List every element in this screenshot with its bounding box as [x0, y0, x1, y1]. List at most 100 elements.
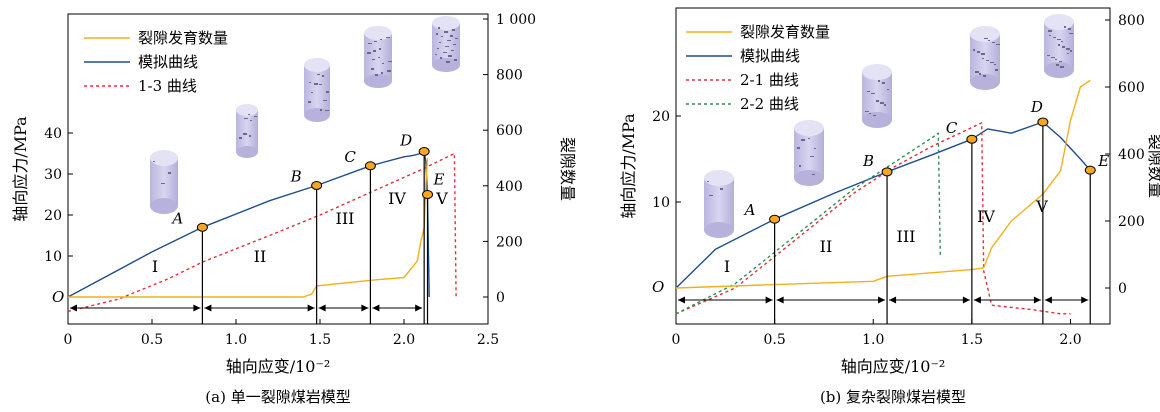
cylinder-top	[304, 58, 330, 72]
crack-speck	[375, 74, 378, 76]
crack-speck	[308, 101, 311, 103]
crack-speck	[439, 42, 441, 43]
crack-speck	[981, 53, 985, 55]
specimen-images	[150, 16, 460, 214]
specimen-cylinder-4	[970, 26, 1000, 90]
stage-label-3: III	[336, 209, 355, 228]
cylinder-top	[704, 170, 734, 186]
key-point-label-A: A	[170, 209, 183, 227]
crack-speck	[454, 59, 457, 61]
crack-speck	[380, 39, 382, 40]
specimen-cylinder-2	[236, 104, 258, 158]
series-line-exp2	[675, 132, 941, 315]
arrow-head-left	[1044, 296, 1052, 304]
crack-speck	[438, 27, 440, 29]
specimen-cylinder-5	[1044, 14, 1074, 78]
crack-speck	[975, 71, 979, 73]
series-line-exp1	[67, 152, 457, 313]
crack-speck	[437, 48, 439, 49]
stage-label-4: IV	[388, 189, 406, 208]
crack-speck	[1051, 57, 1055, 58]
arrow-head-left	[678, 296, 685, 304]
y-tick-label-right: 200	[1118, 214, 1145, 230]
specimen-cylinder-2	[794, 120, 824, 186]
cylinder-top	[150, 150, 178, 166]
arrow-head-left	[973, 296, 981, 304]
chart-series	[67, 150, 457, 313]
crack-speck	[320, 109, 322, 111]
stage-label-1: I	[724, 257, 730, 276]
crack-speck	[869, 113, 871, 114]
key-point-marker-A	[196, 222, 208, 232]
crack-speck	[161, 183, 165, 184]
key-point-marker-B	[881, 167, 893, 177]
crack-speck	[382, 63, 384, 64]
cylinder-bottom	[704, 222, 734, 238]
legend-label-sim: 模拟曲线	[740, 47, 800, 65]
arrow-head-right	[1081, 296, 1089, 304]
key-point-label-B: B	[290, 167, 302, 185]
crack-speck	[871, 93, 875, 94]
x-tick-label: 0.5	[763, 332, 785, 348]
stage-label-2: II	[820, 237, 833, 256]
x-tick-label: 0	[64, 332, 73, 348]
crack-speck	[1049, 35, 1051, 36]
crack-speck	[326, 91, 329, 93]
cylinder-top	[364, 26, 392, 40]
crack-speck	[368, 43, 372, 44]
cylinder-bottom	[1044, 62, 1074, 78]
crack-speck	[372, 59, 375, 60]
cylinder-bottom	[970, 74, 1000, 90]
x-axis-label: 轴向应变/10⁻²	[841, 357, 946, 376]
crack-speck	[322, 75, 324, 77]
key-point-label-A: A	[743, 201, 756, 219]
crack-speck	[443, 52, 447, 53]
crack-speck	[378, 57, 380, 58]
arrow-head-right	[415, 304, 423, 312]
crack-speck	[248, 114, 250, 115]
crack-speck	[1047, 55, 1050, 56]
arrow-head-right	[361, 304, 369, 312]
origin-label: O	[52, 288, 64, 306]
cylinder-top	[970, 26, 1000, 42]
crack-speck	[1068, 28, 1071, 30]
key-point-label-D: D	[399, 131, 412, 149]
key-point-marker-A	[769, 214, 781, 224]
key-point-label-E: E	[433, 171, 445, 189]
stage-label-4: IV	[977, 207, 995, 226]
key-point-marker-C	[966, 134, 978, 144]
arrow-head-left	[318, 304, 326, 312]
crack-speck	[311, 92, 313, 93]
crack-speck	[984, 38, 988, 39]
crack-speck	[887, 89, 889, 90]
cylinder-top	[1044, 14, 1074, 30]
y-axis-label-right: 裂隙数量	[558, 137, 577, 201]
crack-speck	[709, 195, 713, 196]
crack-speck	[249, 135, 251, 137]
crack-speck	[1059, 61, 1062, 62]
crack-speck	[244, 118, 248, 119]
origin-label: O	[652, 278, 664, 296]
cylinder-body	[304, 65, 330, 115]
key-point-label-E: E	[1097, 152, 1109, 170]
crack-speck	[720, 188, 723, 190]
crack-speck	[986, 60, 989, 61]
crack-speck	[445, 46, 449, 47]
cylinder-top	[862, 64, 892, 80]
specimen-cylinder-5	[432, 16, 460, 72]
y-tick-label-right: 800	[496, 68, 523, 84]
crack-speck	[444, 31, 448, 33]
crack-speck	[801, 139, 805, 141]
crack-speck	[707, 181, 709, 182]
legend-label-sim: 模拟曲线	[138, 53, 198, 71]
key-point-label-C: C	[344, 148, 356, 166]
crack-speck	[880, 102, 884, 104]
y-tick-label-right: 200	[496, 234, 523, 250]
arrow-head-right	[765, 296, 773, 304]
crack-speck	[882, 82, 885, 84]
y-tick-label-right: 400	[1118, 147, 1145, 163]
crack-speck	[973, 49, 975, 51]
